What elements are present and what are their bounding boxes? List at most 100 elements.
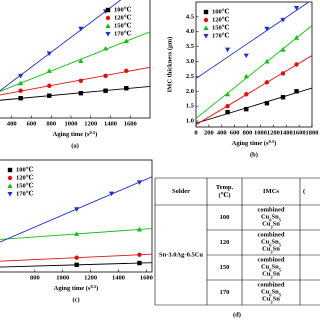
x-tick-label: 600 (27, 120, 37, 127)
imc: combined (257, 207, 284, 214)
panel-label: (d) (233, 311, 241, 318)
imc-part: 6 (269, 242, 272, 247)
solder-name: Sn-3.0Ag-0.5Cu (159, 251, 203, 258)
legend-label: 170℃ (16, 189, 34, 197)
imc-part: combined (257, 232, 284, 239)
marker (18, 88, 23, 93)
fit-line (0, 85, 150, 101)
marker (264, 26, 270, 32)
y-tick-label: 2.5 (186, 73, 195, 80)
legend-label: 100℃ (114, 5, 132, 13)
legend-marker (105, 7, 111, 13)
imc-part: 5 (279, 292, 282, 297)
legend-label: 120℃ (212, 15, 230, 23)
imc-part: Cu (261, 214, 270, 221)
marker (46, 68, 52, 73)
marker (78, 78, 84, 84)
panel-label: (b) (250, 151, 258, 158)
imc-part: Sn (273, 246, 281, 253)
marker (294, 89, 299, 94)
imc: combined (257, 257, 284, 264)
x-tick-label: 1800 (306, 129, 319, 136)
imc-part: combined (257, 282, 284, 289)
marker (264, 80, 270, 85)
x-tick-label: 0 (194, 129, 197, 136)
marker (136, 180, 143, 185)
imc: Cu3Sn (262, 246, 280, 254)
imc: Cu6Sn5 (261, 214, 282, 222)
legend-marker (203, 17, 209, 23)
x-tick-label: 1600 (124, 120, 137, 127)
imc-part: Cu (261, 264, 270, 271)
imc-part: 3 (270, 249, 273, 254)
panel-label: (a) (71, 142, 79, 149)
marker (225, 109, 230, 115)
marker (243, 53, 249, 59)
x-axis-label-part: ) (96, 285, 98, 292)
marker (293, 35, 300, 40)
imc: Cu6Sn5 (261, 239, 282, 247)
fit-line (196, 2, 310, 79)
y-tick-label: 4.0 (186, 28, 194, 35)
imc-part: Sn (273, 221, 281, 228)
imc-part: 3 (270, 224, 273, 229)
marker (280, 71, 286, 76)
plot-area (196, 2, 312, 126)
imc: Cu3Sn (262, 271, 280, 279)
marker (280, 95, 286, 100)
imc: Cu3Sn (262, 296, 280, 304)
marker (224, 91, 231, 97)
x-tick-label: 400 (7, 120, 17, 127)
marker (293, 5, 300, 11)
y-tick-label: 1.0 (186, 118, 194, 125)
marker (103, 73, 108, 79)
y-axis-label: IMC thickness (μm) (166, 37, 173, 93)
marker (102, 45, 109, 51)
fit-line (0, 253, 152, 262)
fit-line (0, 66, 150, 96)
y-tick-label: 3.0 (186, 58, 194, 65)
imc-part: Cu (262, 221, 271, 228)
legend-marker (203, 9, 209, 15)
fit-line (0, 228, 152, 240)
x-axis-label-part: Aging time (s (54, 285, 91, 292)
x-axis-label-part: Aging time (s (232, 140, 269, 147)
imc-part: 6 (269, 292, 272, 297)
x-axis-label-part: ) (95, 131, 97, 138)
x-axis-label: Aging time (s0.5) (232, 139, 277, 148)
x-axis-label-part: Aging time (s (53, 131, 90, 138)
imc: Cu6Sn5 (261, 289, 282, 297)
imc: combined (257, 232, 284, 239)
x-tick-label: 800 (243, 129, 253, 136)
temperature: 100 (220, 214, 230, 221)
marker (103, 88, 108, 93)
legend-marker (203, 25, 209, 30)
legend-label: 120℃ (114, 13, 132, 21)
imc-part: Sn (272, 214, 280, 221)
x-tick-label: 200 (204, 129, 214, 136)
y-tick-label: 3.5 (186, 43, 195, 50)
plot-frame (195, 1, 313, 128)
x-tick-label: 800 (30, 274, 40, 281)
x-tick-label: 1000 (254, 129, 267, 136)
x-tick-label: 1400 (104, 120, 117, 127)
y-tick-label: 2.0 (186, 88, 194, 95)
marker (18, 95, 23, 101)
x-axis-label: Aging time (s0.5) (53, 130, 98, 139)
imc-part: 5 (279, 242, 282, 247)
marker (74, 231, 80, 236)
table-header: Temp. (216, 184, 234, 191)
legend-marker (7, 183, 13, 188)
legend-label: 150℃ (114, 21, 132, 29)
x-tick-label: 1400 (112, 274, 125, 281)
x-axis-label-part: 0.5 (90, 130, 96, 135)
imc-part: Sn (272, 239, 280, 246)
marker (18, 80, 24, 86)
marker (74, 207, 80, 212)
imc-part: Cu (262, 246, 271, 253)
marker (280, 17, 286, 23)
marker (124, 86, 129, 91)
fit-line (0, 176, 152, 243)
legend-label: 150℃ (212, 23, 230, 31)
